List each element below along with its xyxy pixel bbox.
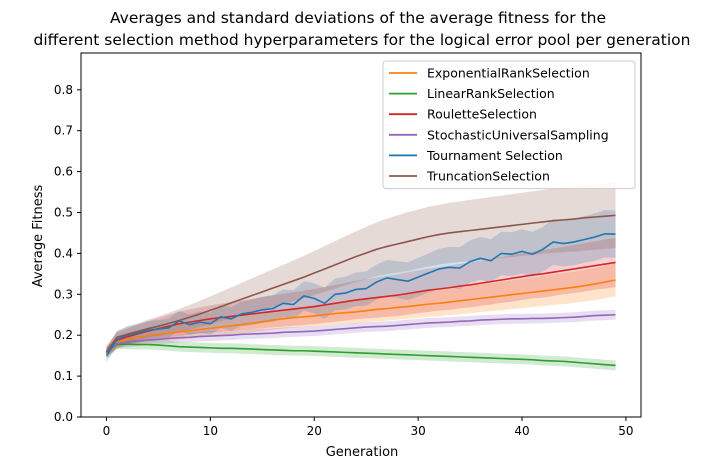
legend-label-rouletteselection: RouletteSelection [427,107,537,122]
legend-label-linearrankselection: LinearRankSelection [427,86,555,101]
y-tick-label: 0.6 [54,165,73,179]
std-band-truncationselection [106,182,616,358]
std-band-rouletteselection [106,237,616,358]
series-line-truncationselection [105,214,616,353]
x-tick-label: 0 [103,424,111,438]
y-tick-label: 0.7 [54,124,73,138]
x-tick-label: 30 [411,424,426,438]
y-tick-label: 0.1 [54,369,73,383]
x-tick-label: 40 [514,424,529,438]
series-line-stochasticuniversalsampling [105,313,616,353]
legend-box [382,60,636,190]
y-tick-label: 0.4 [54,246,73,260]
series-line-linearrankselection [105,343,616,367]
legend-label-stochasticuniversalsampling: StochasticUniversalSampling [427,127,609,142]
legend: ExponentialRankSelection LinearRankSelect… [382,60,636,190]
x-axis-label: Generation [326,445,399,460]
x-axis-ticks: 0 10 20 30 40 50 [103,417,634,438]
chart-title-line-2: different selection method hyperparamete… [34,31,691,49]
series-line-tournament-selection [105,232,616,357]
chart-title: Averages and standard deviations of the … [34,9,691,49]
series-line-exponentialrankselection [105,279,616,355]
y-axis-label: Average Fitness [31,185,46,288]
series-lines [105,214,616,367]
x-tick-label: 20 [307,424,322,438]
y-tick-label: 0.2 [54,328,73,342]
y-axis-ticks: 0.0 0.1 0.2 0.3 0.4 0.5 0.6 0.7 0.8 [54,83,81,424]
legend-label-truncationselection: TruncationSelection [426,169,550,184]
y-tick-label: 0.3 [54,287,73,301]
std-bands [106,182,616,371]
x-tick-label: 50 [618,424,633,438]
x-tick-label: 10 [203,424,218,438]
std-band-tournament-selection [106,210,616,362]
series-line-rouletteselection [105,261,616,353]
y-tick-label: 0.0 [54,410,73,424]
y-tick-label: 0.5 [54,206,73,220]
legend-label-exponentialrankselection: ExponentialRankSelection [427,66,590,81]
legend-label-tournament-selection: Tournament Selection [426,148,563,163]
chart-title-line-1: Averages and standard deviations of the … [110,9,606,27]
std-band-stochasticuniversalsampling [106,309,616,356]
std-band-linearrankselection [106,339,616,371]
plot-frame [80,52,642,418]
y-tick-label: 0.8 [54,83,73,97]
